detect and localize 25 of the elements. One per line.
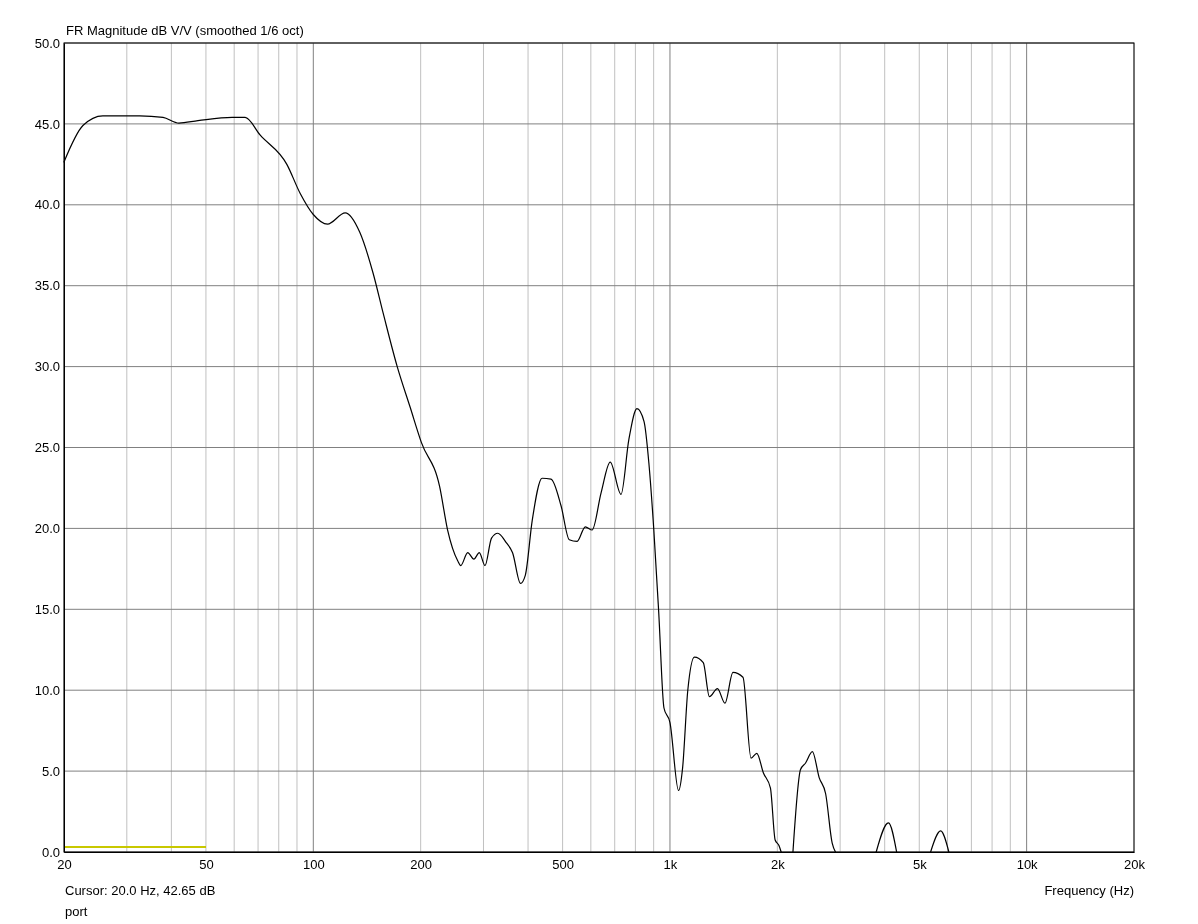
x-tick-label: 500 [552,857,574,873]
chart-title: FR Magnitude dB V/V (smoothed 1/6 oct) [66,23,304,38]
x-tick-label: 10k [1016,857,1039,873]
y-tick-label: 25.0 [34,440,60,456]
y-tick-label: 20.0 [34,521,60,537]
x-axis-title: Frequency (Hz) [1044,883,1134,898]
y-tick-label: 45.0 [34,116,60,132]
x-tick-label: 100 [302,857,325,873]
text: port [65,904,88,919]
y-tick-label: 40.0 [34,197,60,213]
y-tick-label: 5.0 [41,763,60,779]
x-tick-label: 50 [199,857,214,873]
text: Cursor: 20.0 Hz, 42.65 dB [65,883,216,898]
x-tick-label: 20k [1124,857,1146,873]
y-tick-label: 15.0 [34,601,60,617]
x-tick-label: 20 [57,857,72,873]
x-tick-label: 5k [912,857,928,873]
x-tick-label: 1k [663,857,678,873]
y-tick-label: 10.0 [34,682,60,698]
y-tick-label: 35.0 [34,278,60,294]
x-tick-label: 2k [770,857,786,873]
x-tick-label: 200 [410,857,433,873]
y-tick-label: 50.0 [34,35,60,51]
y-tick-label: 0.0 [41,844,60,860]
y-tick-label: 30.0 [34,359,60,375]
